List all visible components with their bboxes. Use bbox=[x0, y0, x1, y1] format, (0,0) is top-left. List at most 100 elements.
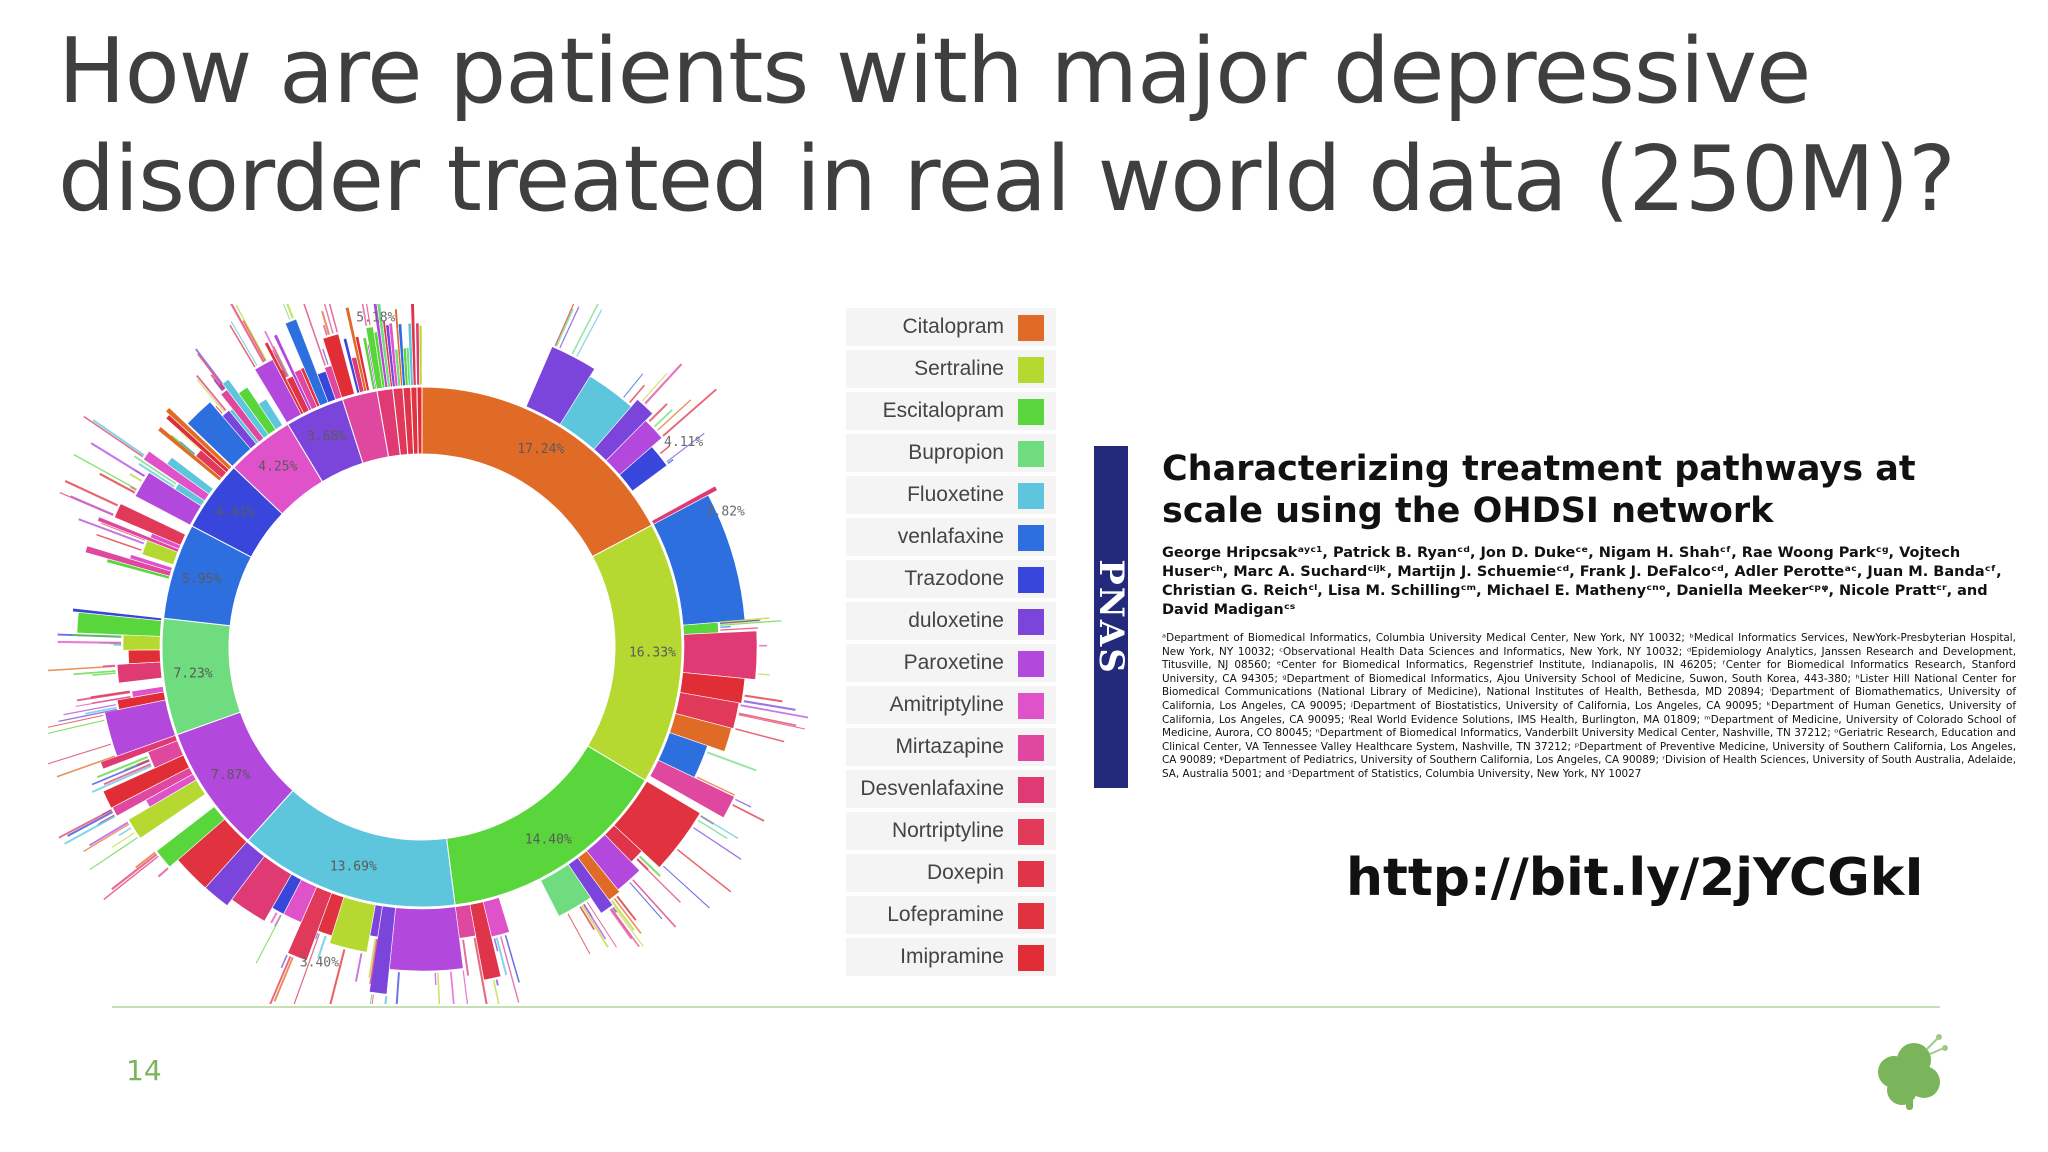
pathway-sliver bbox=[48, 719, 105, 734]
legend-item: Escitalopram bbox=[846, 392, 1056, 430]
outer-ring-segment[interactable] bbox=[354, 335, 370, 392]
pathway-sliver bbox=[133, 455, 177, 485]
legend-item: Imipramine bbox=[846, 938, 1056, 976]
pathway-sliver bbox=[197, 353, 226, 390]
pathway-sliver bbox=[462, 970, 469, 1004]
paper-link[interactable]: http://bit.ly/2jYCGkI bbox=[1346, 848, 1924, 908]
outer-ring-segment[interactable] bbox=[165, 407, 233, 471]
pathway-sliver bbox=[89, 837, 138, 871]
pathway-sliver bbox=[720, 625, 731, 628]
pathway-sliver bbox=[696, 776, 736, 796]
pathway-sliver bbox=[48, 714, 104, 728]
pathway-sliver bbox=[213, 379, 224, 392]
outer-ring-segment[interactable] bbox=[114, 503, 186, 546]
legend-swatch bbox=[1018, 903, 1044, 929]
pathway-sliver bbox=[323, 304, 334, 334]
pathway-sliver bbox=[196, 379, 225, 413]
outer-ring-segment[interactable] bbox=[388, 906, 464, 972]
pathway-sliver bbox=[96, 533, 142, 551]
outer-ring-segment[interactable] bbox=[258, 398, 283, 431]
pathway-sliver bbox=[92, 672, 116, 676]
inner-ring-label: 14.40% bbox=[525, 832, 572, 847]
pathway-sliver bbox=[653, 409, 673, 428]
legend-item: Doxepin bbox=[846, 854, 1056, 892]
pathway-sliver bbox=[667, 458, 674, 465]
legend-item: Nortriptyline bbox=[846, 812, 1056, 850]
pathway-sliver bbox=[659, 445, 671, 455]
legend-label: Trazodone bbox=[904, 567, 1004, 590]
outer-ring-segment[interactable] bbox=[128, 649, 161, 665]
pathway-sliver bbox=[666, 432, 705, 463]
pathway-sliver bbox=[579, 906, 595, 931]
legend-label: Nortriptyline bbox=[891, 819, 1004, 842]
pathway-sliver bbox=[719, 617, 770, 623]
inner-ring-label: 5.95% bbox=[182, 572, 221, 587]
pathway-sliver bbox=[329, 949, 346, 1004]
pathway-sliver bbox=[75, 696, 131, 707]
outer-ring-segment[interactable] bbox=[166, 456, 214, 495]
pathway-sliver bbox=[369, 938, 379, 985]
pathway-sliver bbox=[92, 419, 145, 457]
outer-ring-label: 4.11% bbox=[664, 435, 703, 450]
outer-ring-segment[interactable] bbox=[129, 554, 173, 572]
slide-title: How are patients with major depressive d… bbox=[58, 18, 2018, 234]
pathway-sliver bbox=[57, 640, 122, 644]
pathway-sliver bbox=[735, 798, 752, 808]
pathway-sliver bbox=[581, 905, 609, 948]
pathway-sliver bbox=[450, 971, 455, 1004]
legend-item: venlafaxine bbox=[846, 518, 1056, 556]
outer-ring-segment[interactable] bbox=[72, 607, 162, 622]
outer-ring-segment[interactable] bbox=[682, 630, 758, 680]
pathway-sliver bbox=[83, 823, 130, 852]
outer-ring-segment[interactable] bbox=[619, 446, 668, 492]
pathway-sliver bbox=[83, 415, 144, 458]
outer-ring-segment[interactable] bbox=[116, 661, 163, 684]
page-number: 14 bbox=[126, 1054, 162, 1087]
legend-label: Fluoxetine bbox=[907, 483, 1004, 506]
pathway-sliver bbox=[738, 714, 806, 730]
pathway-sliver bbox=[567, 913, 591, 955]
legend-swatch bbox=[1018, 777, 1044, 803]
pathway-sliver bbox=[495, 937, 508, 976]
legend-label: Doxepin bbox=[926, 861, 1004, 884]
legend-label: venlafaxine bbox=[897, 525, 1004, 548]
legend-item: Amitriptyline bbox=[846, 686, 1056, 724]
outer-ring-segment[interactable] bbox=[322, 333, 355, 398]
pathway-sliver bbox=[58, 708, 118, 723]
pathway-sliver bbox=[693, 827, 742, 860]
pathway-sliver bbox=[103, 855, 159, 901]
inner-ring-segment[interactable] bbox=[416, 386, 423, 455]
outer-ring-segment[interactable] bbox=[540, 863, 592, 917]
outer-ring-segment[interactable] bbox=[649, 759, 735, 819]
paper-citation: Characterizing treatment pathways at sca… bbox=[1162, 448, 2016, 782]
pathway-sliver bbox=[63, 704, 117, 716]
pathway-sliver bbox=[636, 858, 649, 871]
pathway-sliver bbox=[322, 324, 328, 336]
outer-ring-segment[interactable] bbox=[122, 634, 161, 651]
pathway-sliver bbox=[720, 620, 782, 626]
sunburst-chart-panel: 17.24% 16.33% 14.40% 13.69% 7.87% 7.23% 5.95% 4… bbox=[48, 304, 1058, 1004]
pathway-sliver bbox=[623, 373, 644, 398]
paper-authors: George Hripcsakᵃʸᶜ¹, Patrick B. Ryanᶜᵈ, … bbox=[1162, 545, 2002, 618]
pathway-sliver bbox=[384, 995, 388, 1004]
pathway-sliver bbox=[229, 324, 256, 368]
pathway-sliver bbox=[321, 310, 331, 335]
pathway-sliver bbox=[719, 619, 760, 624]
pathway-sliver bbox=[70, 495, 114, 516]
outer-ring-segment[interactable] bbox=[156, 806, 225, 868]
outer-ring-segment[interactable] bbox=[418, 325, 423, 386]
inner-ring-label: 4.25% bbox=[258, 460, 297, 475]
pathway-sliver bbox=[641, 372, 668, 402]
pathway-sliver bbox=[371, 994, 374, 1004]
pnas-journal-bar: PNAS bbox=[1094, 446, 1128, 788]
pathway-sliver bbox=[495, 979, 499, 986]
pathway-sliver bbox=[48, 665, 116, 672]
pathway-sliver bbox=[700, 815, 739, 840]
inner-ring-label: 16.33% bbox=[629, 645, 676, 660]
outer-ring-segment[interactable] bbox=[131, 686, 165, 698]
legend-label: Imipramine bbox=[900, 945, 1004, 968]
pathway-sliver bbox=[84, 706, 117, 715]
outer-ring-segment[interactable] bbox=[410, 304, 417, 386]
pathway-sliver bbox=[314, 932, 319, 940]
pathway-sliver bbox=[576, 309, 603, 357]
